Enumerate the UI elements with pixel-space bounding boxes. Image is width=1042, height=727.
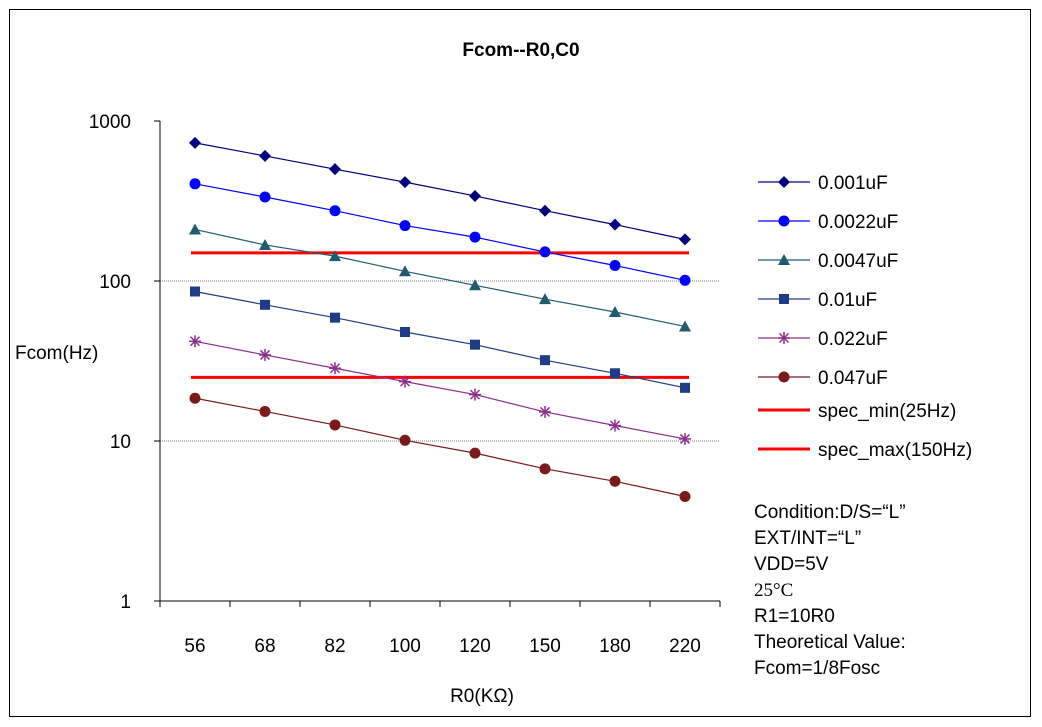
data-point-3-6: [610, 368, 620, 379]
data-point-1-7: [679, 274, 691, 286]
data-point-5-2: [329, 419, 341, 431]
data-point-0-0: [189, 136, 201, 149]
data-point-2-4: [469, 279, 481, 291]
y-tick-label-100: 100: [99, 272, 131, 293]
x-tick-label-220: 220: [669, 636, 701, 657]
data-point-0-6: [609, 218, 621, 231]
chart-frame: [9, 9, 1031, 717]
legend-marker-4: [778, 332, 790, 344]
data-point-2-5: [539, 293, 551, 305]
data-point-0-2: [329, 163, 341, 176]
data-point-2-6: [609, 306, 621, 318]
data-point-2-2: [329, 250, 341, 262]
legend-ref-label-1: spec_max(150Hz): [818, 440, 972, 461]
legend-label-4: 0.022uF: [818, 329, 888, 350]
data-point-2-0: [189, 223, 201, 235]
data-point-4-6: [609, 419, 621, 432]
data-point-1-6: [609, 259, 621, 271]
condition-line-3: VDD=5V: [754, 554, 829, 575]
x-tick-label-82: 82: [324, 636, 345, 657]
x-axis-title: R0(KΩ): [450, 686, 514, 707]
series-line-0: [194, 142, 686, 240]
series-line-2: [194, 228, 686, 328]
data-point-4-2: [329, 362, 341, 375]
condition-line-1: Condition:D/S=“L”: [754, 502, 906, 523]
legend-marker-3: [779, 294, 789, 304]
x-tick-label-56: 56: [184, 636, 205, 657]
data-point-3-3: [400, 327, 410, 338]
condition-line-5: R1=10R0: [754, 606, 835, 627]
series-line-5: [194, 397, 686, 498]
series-line-3: [194, 290, 686, 389]
data-point-0-3: [399, 176, 411, 189]
data-point-5-4: [469, 447, 481, 459]
legend-marker-5: [778, 371, 790, 383]
data-point-3-2: [330, 312, 340, 323]
condition-line-2: EXT/INT=“L”: [754, 528, 862, 549]
data-point-4-4: [469, 388, 481, 401]
conditions-note: Condition:D/S=“L” EXT/INT=“L” VDD=5V 25°…: [754, 500, 906, 682]
legend-marker-2: [778, 254, 790, 265]
data-point-1-2: [329, 205, 341, 217]
data-point-4-0: [189, 335, 201, 348]
data-point-1-0: [189, 178, 201, 190]
series-line-4: [194, 340, 686, 440]
data-point-5-6: [609, 475, 621, 487]
legend-label-2: 0.0047uF: [818, 251, 898, 272]
chart-title: Fcom--R0,C0: [462, 40, 579, 61]
data-point-3-7: [680, 382, 690, 393]
data-point-1-4: [469, 231, 481, 243]
data-point-5-0: [189, 392, 201, 404]
data-point-1-3: [399, 220, 411, 232]
legend-label-0: 0.001uF: [818, 173, 888, 194]
data-point-3-4: [470, 339, 480, 350]
series-line-1: [194, 183, 686, 281]
legend-label-1: 0.0022uF: [818, 212, 898, 233]
legend-ref-label-0: spec_min(25Hz): [818, 401, 956, 422]
x-tick-label-100: 100: [389, 636, 421, 657]
data-point-2-7: [679, 320, 691, 332]
legend-label-5: 0.047uF: [818, 368, 888, 389]
data-point-0-5: [539, 204, 551, 217]
y-tick-label-10: 10: [110, 432, 131, 453]
data-point-5-7: [679, 490, 691, 502]
condition-line-7: Fcom=1/8Fosc: [754, 658, 881, 679]
condition-line-6: Theoretical Value:: [754, 632, 906, 653]
condition-line-4: 25°C: [754, 580, 794, 601]
data-point-2-1: [259, 238, 271, 250]
legend-marker-1: [778, 215, 790, 227]
data-point-0-1: [259, 149, 271, 162]
data-point-0-4: [469, 189, 481, 202]
data-point-4-7: [679, 432, 691, 445]
data-point-5-5: [539, 463, 551, 475]
x-tick-label-150: 150: [529, 636, 561, 657]
data-point-3-0: [190, 286, 200, 297]
data-point-1-5: [539, 246, 551, 258]
data-point-3-1: [260, 299, 270, 310]
data-point-3-5: [540, 355, 550, 366]
data-point-4-1: [259, 348, 271, 361]
y-tick-label-1: 1: [120, 592, 131, 613]
y-tick-label-1000: 1000: [89, 112, 131, 133]
data-point-4-3: [399, 375, 411, 388]
data-point-1-1: [259, 191, 271, 203]
data-point-5-1: [259, 405, 271, 417]
legend-label-3: 0.01uF: [818, 290, 877, 311]
data-point-5-3: [399, 434, 411, 446]
x-tick-label-120: 120: [459, 636, 491, 657]
data-point-2-3: [399, 265, 411, 277]
y-axis-title: Fcom(Hz): [15, 343, 98, 364]
x-tick-label-180: 180: [599, 636, 631, 657]
data-point-4-5: [539, 405, 551, 418]
x-tick-label-68: 68: [254, 636, 275, 657]
legend-marker-0: [778, 176, 790, 188]
data-point-0-7: [679, 233, 691, 246]
